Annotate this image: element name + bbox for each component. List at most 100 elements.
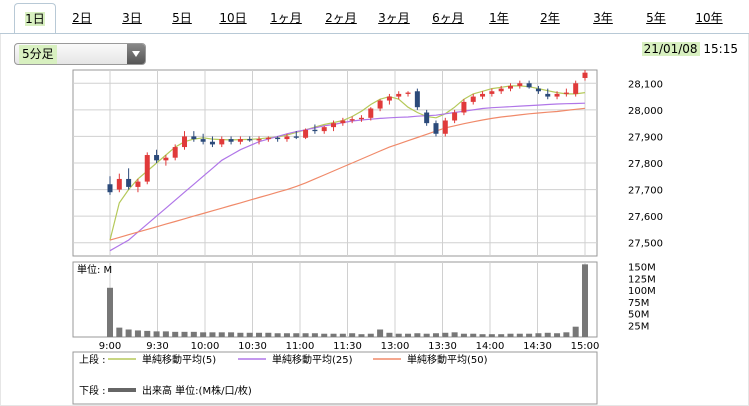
x-tick-label: 15:00 (571, 341, 600, 352)
volume-bar (200, 332, 207, 337)
candle-body (135, 181, 141, 187)
candle-body (535, 88, 541, 92)
volume-bar (516, 333, 523, 337)
x-tick-label: 10:00 (191, 341, 220, 352)
y-tick-label: 28,000 (628, 106, 663, 117)
tab-5[interactable]: 1ヶ月 (260, 6, 312, 30)
volume-bar (330, 333, 337, 337)
volume-bar (116, 327, 123, 337)
ma-line-2 (109, 107, 586, 241)
volume-bar (582, 264, 588, 337)
candle-body (452, 112, 458, 121)
tab-label: 3日 (122, 11, 142, 25)
x-tick-label: 9:30 (146, 341, 168, 352)
tab-6[interactable]: 2ヶ月 (315, 6, 367, 30)
y-tick-label: 27,600 (628, 212, 663, 223)
candle-body (573, 83, 579, 94)
volume-bar (535, 333, 542, 337)
volume-bar (554, 333, 561, 337)
volume-bar (377, 329, 384, 337)
tab-4[interactable]: 10日 (208, 6, 258, 30)
tab-label: 5年 (646, 11, 666, 25)
tab-label: 1日 (25, 12, 45, 26)
tab-3[interactable]: 5日 (158, 6, 206, 30)
candle-body (200, 139, 206, 142)
candle-body (154, 155, 160, 161)
candle-body (303, 129, 309, 138)
ma-line-0 (109, 85, 586, 241)
volume-bar (265, 332, 272, 337)
candle-body (461, 101, 467, 113)
tab-label: 1年 (489, 11, 509, 25)
volume-tick-label: 125M (628, 274, 656, 285)
volume-bar (256, 332, 263, 337)
volume-bar (488, 334, 495, 337)
volume-bar (414, 333, 421, 337)
volume-bar (470, 333, 477, 337)
candle-body (563, 92, 569, 94)
tab-0[interactable]: 1日 (14, 3, 56, 34)
tab-11[interactable]: 3年 (578, 6, 628, 30)
candle-body (237, 139, 243, 142)
candle-body (256, 139, 262, 141)
candle-body (247, 139, 253, 141)
volume-bar (563, 332, 570, 337)
candle-body (321, 127, 327, 132)
volume-bar (293, 333, 300, 337)
volume-bar (237, 332, 244, 337)
legend-lower-label: 下段 : (79, 384, 106, 397)
candle-body (507, 85, 513, 89)
volume-bar (302, 333, 309, 337)
candle-body (228, 139, 234, 142)
candle-body (284, 136, 290, 140)
volume-tick-label: 100M (628, 286, 656, 297)
volume-plot-frame (72, 261, 598, 338)
tab-2[interactable]: 3日 (108, 6, 156, 30)
timestamp-time: 15:15 (703, 42, 738, 56)
candle-body (144, 155, 150, 182)
period-tabs: 1日 2日 3日 5日 10日 1ヶ月 2ヶ月 3ヶ月 6ヶ月 1年 2年 3年 5年 10年 (0, 0, 749, 34)
legend-entry: 単純移動平均(50) (407, 353, 488, 366)
tab-label: 2日 (72, 11, 92, 25)
timestamp: 21/01/08 15:15 (641, 42, 738, 56)
volume-bar (162, 331, 169, 337)
candle-body (172, 147, 178, 158)
candle-body (349, 119, 355, 121)
volume-bar (321, 333, 328, 337)
candle-body (275, 137, 281, 140)
tab-9[interactable]: 1年 (476, 6, 522, 30)
ma-line-1 (109, 102, 586, 252)
tab-label: 2年 (540, 11, 560, 25)
volume-bar (507, 333, 514, 337)
volume-bar (442, 332, 449, 337)
tab-7[interactable]: 3ヶ月 (368, 6, 420, 30)
candle-body (358, 117, 364, 120)
candle-body (331, 123, 337, 128)
volume-bar (498, 334, 505, 337)
tab-label: 3ヶ月 (378, 11, 410, 25)
tab-divider (0, 33, 749, 34)
tab-13[interactable]: 10年 (683, 6, 735, 30)
x-tick-label: 14:00 (476, 341, 505, 352)
tab-label: 1ヶ月 (270, 11, 302, 25)
volume-bar (572, 326, 579, 337)
chevron-down-icon[interactable] (127, 44, 145, 64)
tab-12[interactable]: 5年 (631, 6, 681, 30)
y-tick-label: 28,100 (628, 79, 663, 90)
tab-1[interactable]: 2日 (58, 6, 106, 30)
candle-body (312, 129, 318, 132)
tab-10[interactable]: 2年 (525, 6, 575, 30)
candle-body (265, 137, 271, 140)
y-tick-label: 27,700 (628, 186, 663, 197)
interval-select-label: 5分足 (19, 45, 57, 64)
tab-8[interactable]: 6ヶ月 (422, 6, 474, 30)
interval-select[interactable]: 5分足 (14, 43, 146, 65)
volume-tick-label: 50M (628, 310, 649, 321)
volume-bar (283, 333, 290, 337)
candle-body (209, 141, 215, 145)
volume-bar (349, 333, 356, 337)
candle-body (219, 139, 225, 145)
candle-body (424, 112, 430, 124)
volume-bar (190, 331, 197, 337)
